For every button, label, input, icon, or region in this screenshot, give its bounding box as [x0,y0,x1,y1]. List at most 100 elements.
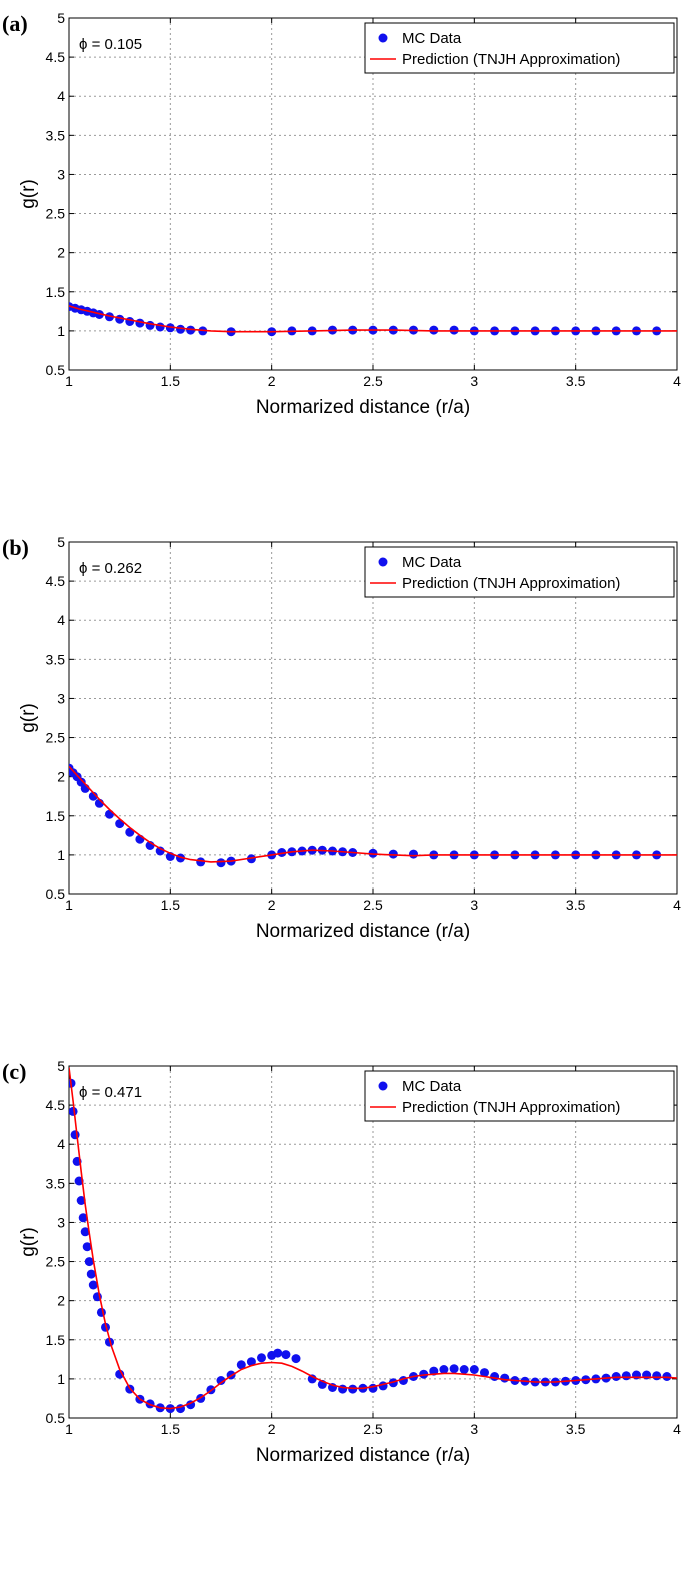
x-tick-label: 2.5 [363,1421,383,1437]
x-tick-label: 3 [470,897,478,913]
x-tick-label: 3.5 [566,897,586,913]
y-tick-label: 1.5 [46,284,66,300]
x-tick-label: 2.5 [363,373,383,389]
y-tick-label: 3 [57,690,65,706]
mc-data-point [291,1354,301,1364]
y-tick-label: 0.5 [46,886,66,902]
panel-label: (b) [2,535,29,560]
mc-data-point [621,1371,631,1381]
x-tick-label: 3 [470,373,478,389]
y-axis-label: g(r) [18,179,39,209]
mc-data-point [459,1365,469,1374]
x-tick-label: 1.5 [161,373,181,389]
mc-data-point [145,320,155,330]
mc-data-point [480,1368,489,1378]
mc-data-point [409,849,418,859]
x-tick-label: 2 [268,897,276,913]
phi-annotation: ϕ = 0.471 [79,1084,142,1101]
legend-marker [378,557,388,567]
y-tick-label: 1 [57,323,65,339]
y-tick-label: 5 [57,534,65,550]
x-axis-label: Normarized distance (r/a) [256,397,470,418]
mc-data-point [80,1227,90,1237]
mc-data-point [449,1364,459,1374]
mc-data-point [86,1269,96,1279]
y-tick-label: 0.5 [46,362,66,378]
y-tick-label: 1 [57,1371,65,1387]
x-tick-label: 3.5 [566,1421,586,1437]
x-tick-label: 4 [673,373,681,389]
x-tick-label: 1.5 [161,1421,181,1437]
y-tick-label: 4 [57,1136,65,1152]
x-tick-label: 3 [470,1421,478,1437]
legend: MC Data Prediction (TNJH Approximation) [364,546,675,598]
legend-box [364,22,675,74]
mc-data-point [88,1280,98,1290]
y-axis-label: g(r) [18,703,39,733]
chart-panel-b: 1 1.5 2 2.5 3 3.5 40.511.522.533.544.55Normari… [2,534,681,942]
legend-label: Prediction (TNJH Approximation) [402,51,620,68]
mc-data-point [469,1365,479,1374]
y-tick-label: 2 [57,1293,65,1309]
x-tick-label: 2 [268,1421,276,1437]
y-tick-label: 2.5 [46,206,66,222]
plot-data [69,763,677,868]
plot-data [69,1067,677,1414]
legend: MC Data Prediction (TNJH Approximation) [364,22,675,74]
mc-data-point [368,1383,378,1393]
mc-data-point [115,819,125,829]
y-tick-label: 2 [57,245,65,261]
x-tick-label: 3.5 [566,373,586,389]
y-tick-label: 3.5 [46,1175,66,1191]
y-tick-label: 4.5 [46,573,66,589]
mc-data-point [96,1307,106,1317]
legend-label: MC Data [402,1078,462,1095]
mc-data-point [257,1353,266,1363]
legend-label: Prediction (TNJH Approximation) [402,575,620,592]
mc-data-point [82,1242,92,1252]
mc-data-point [246,1357,256,1367]
mc-data-point [115,1369,125,1379]
y-tick-label: 5 [57,10,65,26]
y-tick-label: 4 [57,88,65,104]
mc-data-point [105,809,114,819]
y-tick-label: 1 [57,847,65,863]
legend-marker [378,1081,388,1091]
mc-data-point [69,1106,78,1116]
y-tick-label: 3.5 [46,651,66,667]
legend: MC Data Prediction (TNJH Approximation) [364,1070,675,1122]
legend-marker [378,33,388,43]
mc-data-point [125,317,135,326]
x-tick-label: 1 [65,897,73,913]
legend-label: Prediction (TNJH Approximation) [402,1099,620,1116]
mc-data-point [652,1371,662,1381]
mc-data-point [155,846,165,856]
x-tick-label: 1 [65,1421,73,1437]
panel-label: (c) [2,1059,26,1084]
y-tick-label: 4.5 [46,49,66,65]
mc-data-point [70,1130,80,1140]
x-tick-label: 1 [65,373,73,389]
mc-data-point [155,322,165,332]
mc-data-point [439,1365,449,1374]
y-tick-label: 3 [57,166,65,182]
x-tick-label: 4 [673,1421,681,1437]
legend-box [364,1070,675,1122]
x-tick-label: 2 [268,373,276,389]
mc-data-point [216,858,226,868]
y-tick-label: 2.5 [46,730,66,746]
chart-panel-c: 1 1.5 2 2.5 3 3.5 40.511.522.533.544.55Normari… [2,1058,681,1466]
mc-data-point [632,1370,641,1380]
prediction-line [69,1067,677,1410]
y-tick-label: 2 [57,769,65,785]
prediction-line [69,305,677,333]
y-tick-label: 3.5 [46,127,66,143]
x-tick-label: 4 [673,897,681,913]
y-tick-label: 3 [57,1214,65,1230]
panel-label: (a) [2,11,28,36]
y-axis-label: g(r) [18,1227,39,1257]
mc-data-point [277,848,287,857]
mc-data-point [78,1213,88,1223]
mc-data-point [196,857,206,867]
